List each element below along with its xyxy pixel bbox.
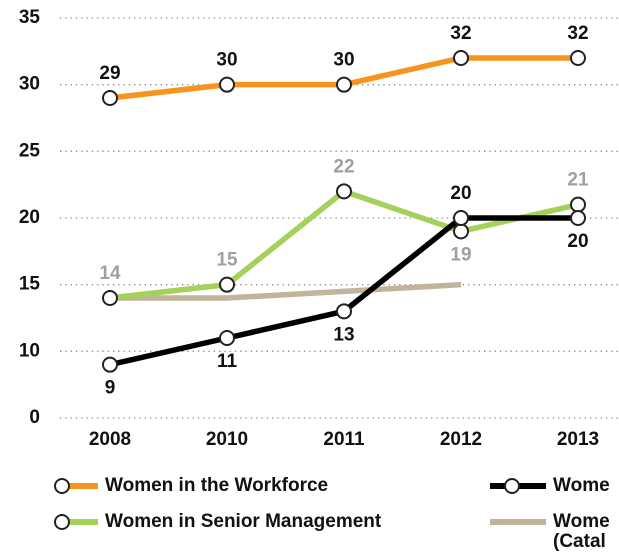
data-point (453, 50, 469, 66)
legend-marker (504, 478, 520, 494)
data-point (570, 50, 586, 66)
data-label: 30 (216, 50, 237, 71)
data-point (336, 76, 352, 93)
legend-marker (54, 478, 70, 494)
data-label: 14 (99, 263, 121, 284)
data-label: 30 (333, 50, 354, 71)
data-point (102, 356, 118, 373)
data-label: 19 (450, 244, 471, 265)
data-label: 29 (99, 63, 120, 84)
legend-label: Wome (553, 475, 610, 496)
y-tick-label: 0 (29, 407, 40, 428)
data-label: 13 (333, 324, 354, 345)
x-tick-label: 2008 (89, 429, 131, 450)
y-tick-label: 30 (19, 74, 40, 95)
x-tick-label: 2010 (206, 429, 248, 450)
data-point (219, 330, 235, 346)
legend-label: Women in the Workforce (105, 475, 328, 496)
data-point (219, 76, 235, 93)
y-tick-label: 20 (19, 207, 40, 228)
data-point (219, 276, 235, 293)
data-label: 20 (567, 231, 588, 252)
data-point (336, 183, 352, 200)
series-line (109, 188, 579, 301)
legend-marker (54, 514, 70, 530)
x-tick-label: 2013 (557, 429, 599, 450)
data-point (570, 210, 586, 226)
data-point (336, 303, 352, 320)
series-line (110, 281, 462, 301)
data-label: 11 (217, 351, 238, 372)
data-point (102, 290, 118, 306)
y-tick-label: 10 (19, 340, 40, 361)
data-label: 9 (105, 378, 116, 399)
legend-label: Wome (Catal (553, 511, 610, 552)
data-label: 32 (450, 23, 471, 44)
data-label: 21 (567, 170, 589, 191)
data-label: 20 (450, 183, 471, 204)
data-point (570, 196, 586, 213)
y-tick-label: 35 (19, 7, 41, 28)
y-tick-label: 15 (19, 274, 41, 295)
data-point (453, 210, 469, 226)
data-point (102, 90, 118, 106)
legend-label: Women in Senior Management (105, 511, 382, 532)
data-label: 15 (216, 250, 238, 271)
data-point (453, 223, 469, 240)
x-tick-label: 2012 (440, 429, 482, 450)
y-tick-label: 25 (19, 140, 41, 161)
data-label: 22 (333, 156, 354, 177)
data-label: 32 (567, 23, 588, 44)
x-tick-label: 2011 (323, 429, 365, 450)
